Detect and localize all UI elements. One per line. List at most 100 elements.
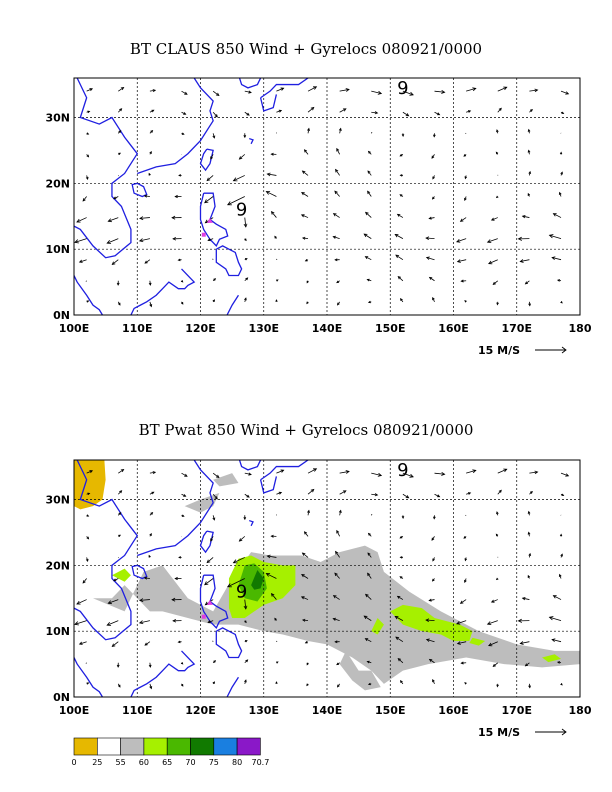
wind-arrow-head xyxy=(178,174,181,177)
wind-arrow xyxy=(371,472,382,476)
wind-arrow xyxy=(487,620,498,625)
wind-arrow-head xyxy=(300,214,305,218)
wind-arrow-head xyxy=(336,280,340,284)
panel-1-title: BT CLAUS 850 Wind + Gyrelocs 080921/0000 xyxy=(129,40,483,58)
x-tick-label-3: 130E xyxy=(249,322,279,335)
wind-arrow xyxy=(339,490,347,495)
wind-arrow-head xyxy=(336,662,340,666)
x-tick-label-6: 160E xyxy=(438,322,468,335)
wind-arrow-head xyxy=(150,129,154,133)
wind-arrow-head xyxy=(433,134,436,138)
wind-arrow-head xyxy=(89,88,94,92)
wind-arrow-head xyxy=(396,595,401,599)
wind-arrow-head xyxy=(428,216,432,220)
x-tick-label-8: 180 xyxy=(569,704,592,717)
wind-arrow-head xyxy=(210,538,213,542)
y-tick-label-2: 10N xyxy=(45,625,70,638)
wind-arrow-head xyxy=(551,638,556,643)
wind-arrow-head xyxy=(149,150,152,154)
y-tick-label-2: 10N xyxy=(45,243,70,256)
wind-arrow-head xyxy=(274,617,277,621)
wind-arrow-head xyxy=(396,213,401,217)
wind-arrow-head xyxy=(425,618,430,623)
wind-arrow-head xyxy=(280,87,285,91)
wind-arrow-head xyxy=(456,621,461,625)
wind-arrow-head xyxy=(399,535,403,539)
wind-arrow xyxy=(488,259,498,264)
wind-arrow-head xyxy=(332,235,337,239)
wind-arrow-head xyxy=(86,154,90,158)
wind-arrow-head xyxy=(243,605,248,610)
pwat-field-11 xyxy=(542,654,562,663)
wind-arrow-head xyxy=(116,282,120,286)
colorbar-swatch-1 xyxy=(97,737,121,756)
wind-arrow xyxy=(339,471,350,474)
coastline-0 xyxy=(74,78,139,315)
wind-arrow xyxy=(402,90,414,96)
wind-arrow-head xyxy=(74,621,79,626)
wind-arrow-head xyxy=(243,135,247,139)
wind-arrow-head xyxy=(534,470,539,475)
wind-arrow xyxy=(457,641,467,645)
colorbar-label-1: 25 xyxy=(92,758,102,767)
wind-arrow-head xyxy=(345,470,350,474)
wind-arrow-head xyxy=(118,534,121,538)
wind-arrow xyxy=(497,86,507,92)
wind-arrow-head xyxy=(144,260,148,264)
wind-arrow xyxy=(397,595,404,600)
coastline-9 xyxy=(238,78,262,89)
wind-arrow-head xyxy=(178,556,181,559)
wind-arrow-head xyxy=(139,216,144,221)
wind-arrow-head xyxy=(472,87,477,92)
wind-arrow-head xyxy=(306,301,309,305)
wind-arrow xyxy=(426,257,435,261)
wind-arrow-head xyxy=(528,685,531,689)
wind-arrow-head xyxy=(464,579,467,584)
wind-arrow-head xyxy=(151,491,155,495)
coastline-8 xyxy=(259,94,278,112)
wind-arrow-head xyxy=(521,597,526,601)
wind-arrow xyxy=(85,662,87,664)
wind-arrow xyxy=(239,536,246,542)
wind-arrow-head xyxy=(409,473,414,478)
wind-arrow xyxy=(429,659,435,664)
coastline-4 xyxy=(199,574,229,630)
wind-arrow-head xyxy=(215,92,220,97)
wind-arrow-head xyxy=(394,233,399,238)
wind-arrow-head xyxy=(528,303,531,307)
wind-arrow-head xyxy=(265,191,271,195)
wind-arrow-head xyxy=(377,472,383,477)
wind-arrow-head xyxy=(212,299,216,303)
y-tick-label-0: 30N xyxy=(45,112,70,125)
wind-arrow xyxy=(367,552,372,558)
wind-arrow-head xyxy=(119,490,123,494)
wind-arrow-head xyxy=(431,155,435,159)
wind-arrow-head xyxy=(464,682,467,685)
wind-arrow-head xyxy=(524,663,528,667)
wind-arrow-head xyxy=(431,537,435,541)
wind-arrow-head xyxy=(486,239,492,244)
wind-arrow xyxy=(86,470,93,474)
wind-arrow-head xyxy=(303,149,308,153)
wind-arrow-head xyxy=(492,663,496,667)
coastline-6 xyxy=(130,268,196,315)
wind-arrow-head xyxy=(232,177,238,182)
panel-2-frame xyxy=(73,459,581,698)
wind-arrow xyxy=(144,195,150,197)
wind-arrow-head xyxy=(395,254,400,259)
wind-arrow xyxy=(456,238,467,243)
coastline-5 xyxy=(215,245,243,277)
wind-arrow-head xyxy=(78,641,83,645)
wind-arrow-head xyxy=(232,559,238,564)
wind-arrow-head xyxy=(456,259,461,263)
wind-arrow xyxy=(267,555,277,558)
wind-arrow-head xyxy=(534,88,539,93)
wind-arrow xyxy=(212,493,218,500)
colorbar-label-7: 80 xyxy=(232,758,242,767)
wind-arrow-head xyxy=(527,510,531,514)
wind-arrow-head xyxy=(560,683,563,686)
wind-arrow-head xyxy=(364,638,369,642)
wind-arrow xyxy=(304,149,309,155)
wind-arrow xyxy=(144,577,150,579)
wind-arrow-head xyxy=(495,533,499,537)
